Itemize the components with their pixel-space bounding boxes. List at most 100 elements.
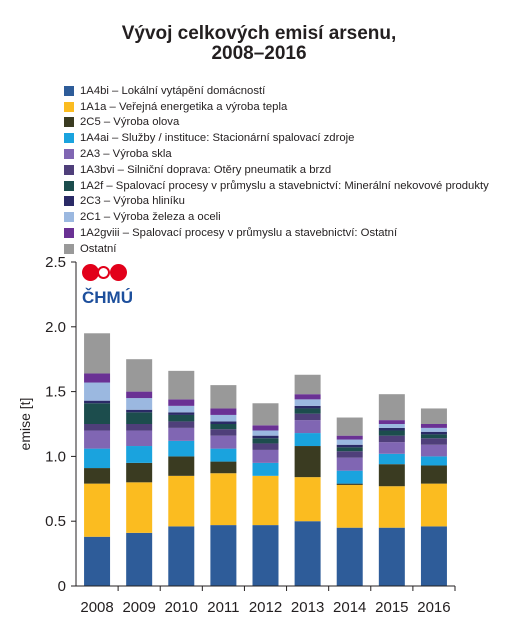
bar-segment-1a2f-2008: [84, 403, 111, 424]
bar-segment-ostatni-2008: [84, 333, 111, 374]
bar-segment-1a3bvi-2009: [126, 424, 153, 431]
bar-segment-1a2f-2016: [420, 434, 447, 439]
logo-right-ball: [110, 264, 127, 281]
bar-segment-1a1a-2008: [84, 483, 111, 537]
legend-label: 2C1 – Výroba železa a oceli: [80, 211, 221, 224]
bar-segment-2c1-2008: [84, 382, 111, 401]
bar-segment-1a4bi-2012: [252, 525, 279, 586]
bar-segment-2c1-2011: [210, 414, 237, 422]
bar-segment-2c1-2012: [252, 430, 279, 436]
bar-segment-1a3bvi-2016: [420, 438, 447, 445]
bar-segment-1a2gviii-2012: [252, 425, 279, 431]
bar-segment-1a4ai-2014: [336, 470, 363, 484]
bar-segment-1a2f-2013: [294, 408, 321, 414]
x-tick-label: 2015: [375, 599, 408, 616]
legend-swatch: [64, 243, 74, 254]
bar-segment-2c3-2012: [252, 435, 279, 439]
legend-item-1a4ai: 1A4ai – Služby / instituce: Stacionární …: [64, 130, 489, 146]
bar-segment-1a1a-2011: [210, 473, 237, 526]
bar-segment-2a3-2010: [168, 427, 195, 441]
y-tick-label: 2.5: [45, 254, 66, 271]
bar-segment-1a2f-2011: [210, 424, 237, 430]
legend-item-1a2gviii: 1A2gviii – Spalovací procesy v průmyslu …: [64, 225, 489, 241]
x-tick-label: 2008: [80, 599, 113, 616]
chart-legend: 1A4bi – Lokální vytápění domácností 1A1a …: [64, 83, 489, 257]
bar-segment-1a4ai-2009: [126, 446, 153, 463]
legend-item-2c5: 2C5 – Výroba olova: [64, 115, 489, 131]
bar-segment-1a1a-2014: [336, 484, 363, 528]
bar-segment-ostatni-2010: [168, 370, 195, 400]
bar-segment-2a3-2008: [84, 430, 111, 449]
legend-swatch: [64, 149, 74, 160]
bar-segment-ostatni-2011: [210, 385, 237, 409]
legend-swatch: [64, 85, 74, 96]
bar-segment-2c1-2014: [336, 439, 363, 445]
bar-segment-2c5-2015: [378, 464, 405, 487]
legend-label: 2C5 – Výroba olova: [80, 116, 180, 129]
bar-segment-2c3-2013: [294, 405, 321, 409]
bar-segment-2c1-2010: [168, 405, 195, 413]
legend-label: 1A4ai – Služby / instituce: Stacionární …: [80, 132, 355, 145]
bar-segment-1a3bvi-2014: [336, 451, 363, 458]
bar-segment-1a3bvi-2011: [210, 429, 237, 436]
bar-segment-1a2gviii-2015: [378, 420, 405, 424]
legend-label: 1A1a – Veřejná energetika a výroba tepla: [80, 100, 288, 113]
bar-segment-1a2gviii-2010: [168, 399, 195, 406]
bar-segment-1a2f-2014: [336, 447, 363, 452]
bar-segment-2a3-2015: [378, 442, 405, 454]
chart-title: Vývoj celkových emisí arsenu, 2008–2016: [0, 24, 518, 64]
bar-segment-2c5-2011: [210, 461, 237, 474]
bar-segment-2a3-2013: [294, 420, 321, 434]
legend-swatch: [64, 164, 74, 175]
bar-segment-1a4bi-2008: [84, 536, 111, 586]
y-tick-label: 1.0: [45, 448, 66, 465]
legend-item-2a3: 2A3 – Výroba skla: [64, 146, 489, 162]
bar-segment-2c5-2016: [420, 465, 447, 484]
y-tick-label: 1.5: [45, 384, 66, 401]
bar-segment-2c1-2016: [420, 427, 447, 432]
x-tick-label: 2013: [291, 599, 324, 616]
legend-item-1a2f: 1A2f – Spalovací procesy v průmyslu a st…: [64, 178, 489, 194]
bar-segment-1a4bi-2014: [336, 527, 363, 586]
bar-segment-1a4bi-2015: [378, 527, 405, 586]
bar-segment-1a4ai-2008: [84, 448, 111, 469]
legend-item-ostatni: Ostatní: [64, 241, 489, 257]
bar-segment-2c1-2015: [378, 424, 405, 428]
bar-segment-ostatni-2013: [294, 374, 321, 395]
legend-label: 2A3 – Výroba skla: [80, 148, 172, 161]
bar-segment-2a3-2012: [252, 449, 279, 463]
bar-segment-2c3-2011: [210, 421, 237, 424]
bar-segment-1a2f-2015: [378, 430, 405, 436]
bar-segment-1a4bi-2011: [210, 525, 237, 586]
y-tick-label: 0.5: [45, 513, 66, 530]
x-tick-label: 2012: [249, 599, 282, 616]
bar-segment-2a3-2009: [126, 430, 153, 447]
bar-segment-2c5-2014: [336, 483, 363, 485]
legend-label: 2C3 – Výroba hliníku: [80, 195, 185, 208]
legend-item-1a3bvi: 1A3bvi – Silniční doprava: Otěry pneumat…: [64, 162, 489, 178]
bar-segment-1a1a-2016: [420, 483, 447, 527]
bar-segment-1a3bvi-2013: [294, 413, 321, 421]
bar-segment-2c3-2009: [126, 409, 153, 413]
bar-segment-2c1-2013: [294, 399, 321, 406]
legend-label: 1A4bi – Lokální vytápění domácností: [80, 84, 266, 97]
bar-segment-1a1a-2010: [168, 475, 195, 527]
bar-segment-1a4bi-2016: [420, 526, 447, 586]
legend-item-1a4bi: 1A4bi – Lokální vytápění domácností: [64, 83, 489, 99]
legend-label: 1A3bvi – Silniční doprava: Otěry pneumat…: [80, 163, 332, 176]
bar-segment-1a3bvi-2008: [84, 424, 111, 431]
bar-segment-2c1-2009: [126, 398, 153, 410]
bar-segment-ostatni-2016: [420, 408, 447, 424]
bar-segment-1a4ai-2011: [210, 448, 237, 462]
legend-swatch: [64, 117, 74, 128]
bar-segment-1a1a-2009: [126, 482, 153, 533]
legend-swatch: [64, 228, 74, 239]
bar-segment-2a3-2016: [420, 444, 447, 457]
bar-segment-1a2gviii-2014: [336, 435, 363, 440]
bar-segment-1a4ai-2010: [168, 440, 195, 457]
bar-segment-1a3bvi-2012: [252, 443, 279, 450]
bar-segment-2c3-2014: [336, 444, 363, 448]
bar-segment-2c3-2016: [420, 431, 447, 435]
legend-swatch: [64, 101, 74, 112]
